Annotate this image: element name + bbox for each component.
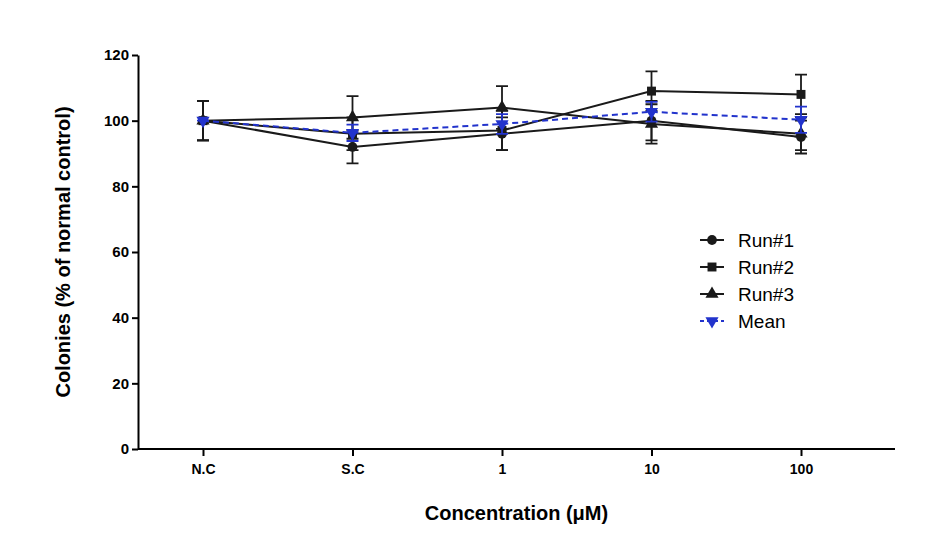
error-bar bbox=[496, 114, 508, 134]
y-tick-mark bbox=[132, 252, 138, 254]
legend-label: Run#3 bbox=[738, 284, 794, 305]
error-bar-line bbox=[496, 114, 508, 134]
x-tick-mark bbox=[352, 449, 354, 456]
legend-label: Mean bbox=[738, 311, 786, 332]
x-tick-mark bbox=[651, 449, 653, 456]
error-bar bbox=[197, 101, 209, 140]
x-tick: N.C bbox=[191, 449, 215, 477]
marker bbox=[645, 108, 658, 119]
error-bar bbox=[197, 101, 209, 140]
legend-item: Run#3 bbox=[700, 284, 794, 305]
x-axis-line bbox=[138, 448, 895, 450]
legend-marker bbox=[708, 263, 717, 272]
y-tick: 40 bbox=[112, 309, 138, 326]
legend-marker bbox=[705, 317, 718, 328]
marker bbox=[647, 87, 656, 96]
marker bbox=[495, 120, 508, 131]
marker bbox=[797, 90, 806, 99]
error-bar bbox=[347, 125, 359, 141]
legend-item: Run#1 bbox=[700, 230, 794, 251]
y-axis-title: Colonies (% of normal control) bbox=[52, 106, 74, 397]
y-tick-mark bbox=[132, 55, 138, 57]
x-axis: N.C S.C 1 10 100 bbox=[138, 449, 895, 477]
error-bar-line bbox=[646, 104, 658, 143]
error-bar-line bbox=[646, 102, 658, 122]
y-tick-label: 100 bbox=[104, 112, 129, 129]
x-tick: 1 bbox=[499, 449, 507, 477]
marker bbox=[495, 100, 508, 111]
error-bar-line bbox=[347, 125, 359, 141]
x-tick-label: 1 bbox=[499, 461, 507, 477]
x-tick: S.C bbox=[341, 449, 364, 477]
y-tick-mark bbox=[132, 449, 138, 451]
series-line bbox=[203, 112, 801, 133]
y-tick-label: 120 bbox=[104, 46, 129, 63]
y-tick: 80 bbox=[112, 178, 138, 195]
legend-marker bbox=[705, 286, 718, 297]
error-bar bbox=[496, 111, 508, 150]
y-tick: 120 bbox=[104, 46, 138, 63]
marker bbox=[346, 110, 359, 121]
error-bar-line bbox=[197, 101, 209, 140]
y-axis: 0 20 40 60 80 100 120 bbox=[104, 46, 139, 457]
series bbox=[196, 102, 807, 141]
y-tick-label: 80 bbox=[112, 178, 129, 195]
x-tick-mark bbox=[502, 449, 504, 456]
y-tick: 0 bbox=[121, 440, 138, 457]
y-tick: 60 bbox=[112, 243, 138, 260]
x-tick: 10 bbox=[644, 449, 660, 477]
chart: 0 20 40 60 80 100 120 N.C S.C 1 10 100 Concentration… bbox=[0, 0, 940, 546]
y-tick: 100 bbox=[104, 112, 138, 129]
x-tick-label: N.C bbox=[191, 461, 215, 477]
marker bbox=[346, 129, 359, 140]
error-bar-line bbox=[496, 111, 508, 150]
error-bar bbox=[197, 101, 209, 140]
error-bar-line bbox=[197, 101, 209, 140]
legend-item: Mean bbox=[700, 311, 786, 332]
legend-item: Run#2 bbox=[700, 257, 794, 278]
error-bar bbox=[795, 107, 807, 133]
plot-area bbox=[196, 71, 807, 163]
error-bar-line bbox=[795, 107, 807, 133]
x-tick-label: 100 bbox=[790, 461, 814, 477]
error-bar bbox=[646, 102, 658, 122]
y-tick-mark bbox=[132, 383, 138, 385]
y-tick-label: 40 bbox=[112, 309, 129, 326]
x-tick-mark bbox=[203, 449, 205, 456]
x-tick: 100 bbox=[790, 449, 814, 477]
y-tick-mark bbox=[132, 317, 138, 319]
y-tick: 20 bbox=[112, 375, 138, 392]
x-tick-label: 10 bbox=[644, 461, 660, 477]
y-tick-mark bbox=[132, 186, 138, 188]
marker bbox=[794, 116, 807, 127]
series bbox=[196, 86, 807, 150]
y-tick-label: 0 bbox=[121, 440, 129, 457]
x-axis-title: Concentration (μM) bbox=[425, 502, 608, 524]
y-tick-label: 20 bbox=[112, 375, 129, 392]
series bbox=[197, 71, 807, 150]
error-bar-line bbox=[197, 101, 209, 140]
marker bbox=[196, 117, 209, 128]
x-tick-mark bbox=[801, 449, 803, 456]
legend: Run#1 Run#2 Run#3 Mean bbox=[700, 230, 794, 332]
y-tick-label: 60 bbox=[112, 243, 129, 260]
legend-marker bbox=[707, 235, 717, 245]
y-tick-mark bbox=[132, 120, 138, 122]
error-bar bbox=[646, 104, 658, 143]
legend-label: Run#2 bbox=[738, 257, 794, 278]
legend-label: Run#1 bbox=[738, 230, 794, 251]
x-tick-label: S.C bbox=[341, 461, 364, 477]
